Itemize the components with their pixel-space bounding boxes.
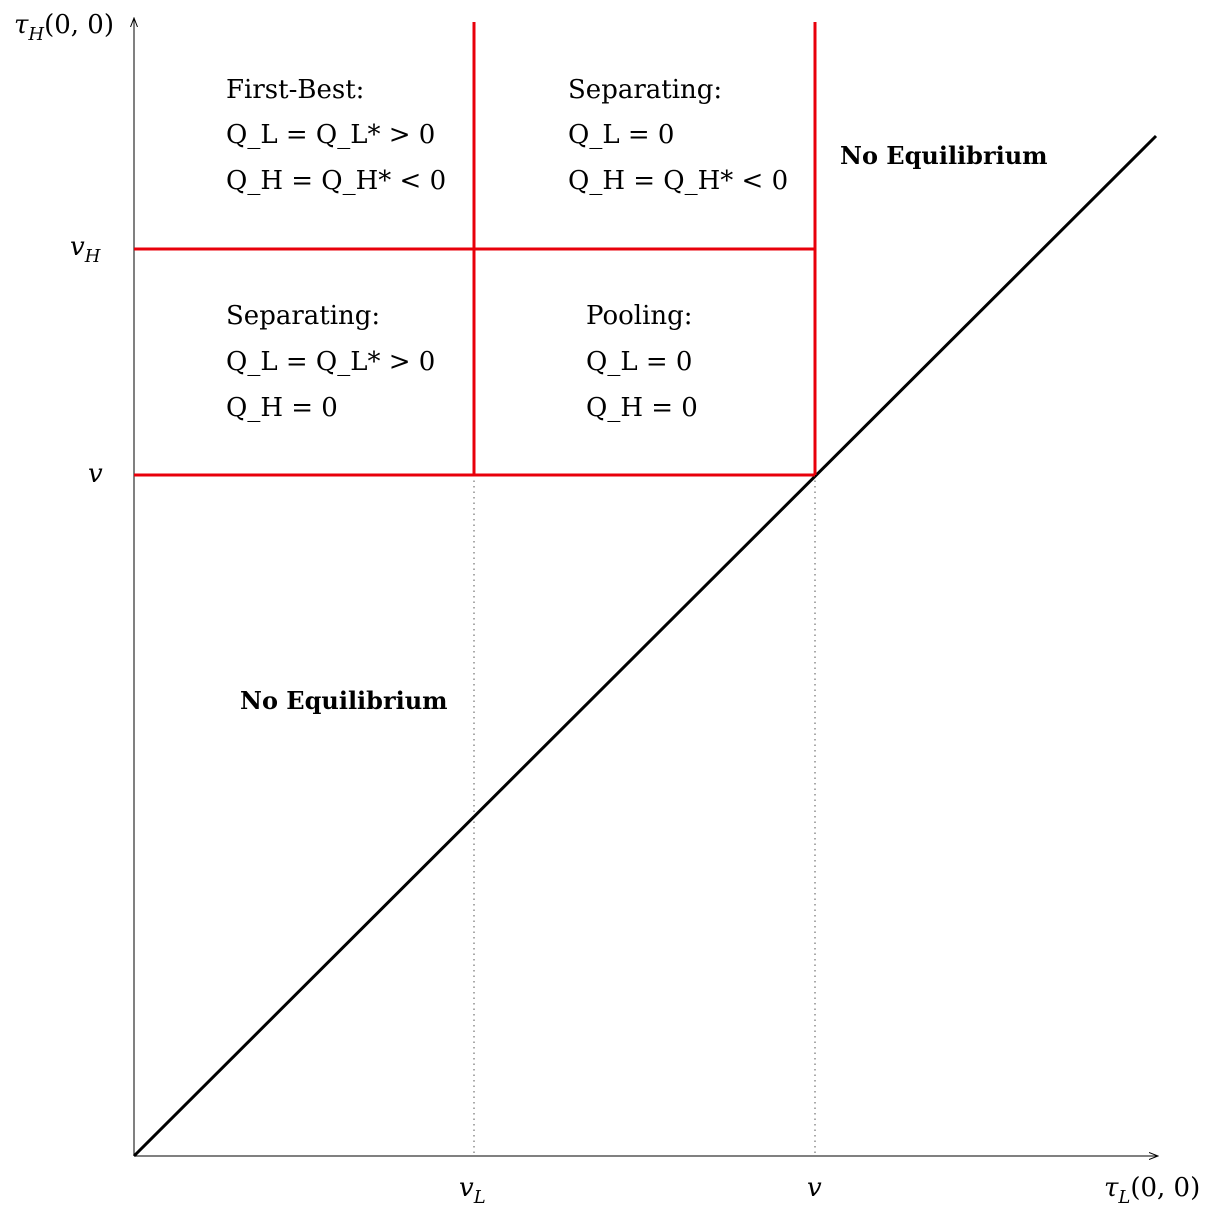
separating-mid-ql: Q_L = Q_L* > 0: [226, 347, 435, 377]
no-equilibrium-right: No Equilibrium: [840, 141, 1048, 170]
x-axis-label: τL(0, 0): [1104, 1173, 1200, 1208]
region-separating-top: Separating: Q_L = 0 Q_H = Q_H* < 0: [568, 75, 788, 196]
region-first-best: First-Best: Q_L = Q_L* > 0 Q_H = Q_H* < …: [226, 75, 446, 196]
region-pooling: Pooling: Q_L = 0 Q_H = 0: [586, 301, 698, 423]
y-tick-v: v: [88, 459, 103, 489]
y-axis-label: τH(0, 0): [14, 10, 114, 45]
first-best-title: First-Best:: [226, 75, 364, 105]
separating-mid-title: Separating:: [226, 301, 380, 331]
first-best-qh: Q_H = Q_H* < 0: [226, 166, 446, 196]
separating-mid-qh: Q_H = 0: [226, 393, 338, 423]
pooling-qh: Q_H = 0: [586, 393, 698, 423]
y-tick-vh: vH: [70, 232, 101, 267]
separating-top-ql: Q_L = 0: [568, 120, 674, 150]
pooling-ql: Q_L = 0: [586, 347, 692, 377]
x-tick-v: v: [807, 1173, 822, 1203]
pooling-title: Pooling:: [586, 301, 693, 331]
separating-top-title: Separating:: [568, 75, 722, 105]
x-tick-vl: vL: [459, 1173, 486, 1208]
diagonal-line: [132, 134, 1158, 1158]
separating-top-qh: Q_H = Q_H* < 0: [568, 166, 788, 196]
region-separating-mid: Separating: Q_L = Q_L* > 0 Q_H = 0: [226, 301, 435, 423]
no-equilibrium-lower: No Equilibrium: [240, 686, 448, 715]
first-best-ql: Q_L = Q_L* > 0: [226, 120, 435, 150]
